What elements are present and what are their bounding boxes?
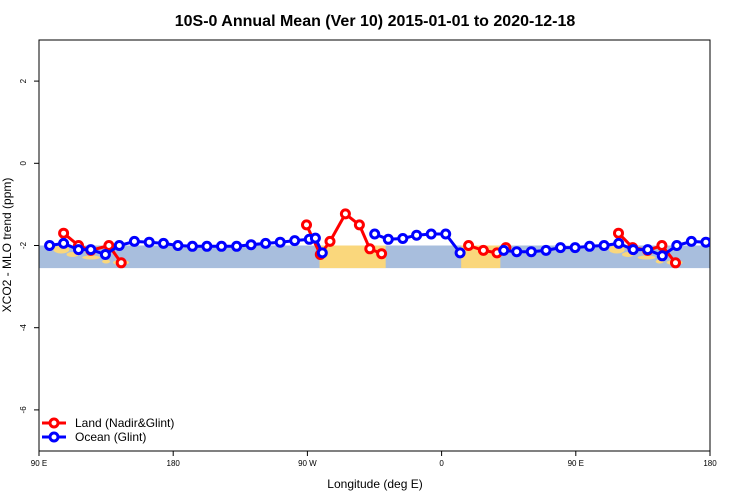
data-point: [613, 237, 625, 249]
data-point: [613, 227, 624, 239]
x-tick-label: 180: [703, 459, 717, 468]
data-point: [656, 240, 668, 251]
data-point: [364, 243, 376, 255]
data-point: [324, 235, 336, 247]
island-shape: [102, 259, 111, 264]
x-tick-label: 180: [167, 459, 181, 468]
data-point: [425, 228, 437, 240]
data-point: [103, 240, 115, 251]
series-line: [503, 239, 710, 258]
data-point: [569, 242, 581, 254]
data-point: [716, 239, 724, 247]
data-point: [231, 240, 243, 252]
data-point: [440, 228, 452, 240]
y-tick-label: -4: [19, 324, 28, 332]
legend-entry-land: Land (Nadir&Glint): [42, 416, 174, 430]
data-point: [670, 257, 681, 269]
data-point: [498, 244, 510, 256]
legend-ocean-marker: [48, 431, 60, 443]
data-point: [260, 237, 272, 249]
island-shape: [82, 255, 101, 260]
data-point: [245, 239, 257, 251]
x-tick-label: 90 W: [298, 459, 317, 468]
data-point: [158, 237, 169, 249]
data-point: [339, 208, 351, 220]
data-point: [555, 242, 566, 254]
data-point: [44, 240, 56, 251]
data-point: [584, 240, 596, 252]
data-point: [143, 236, 155, 248]
data-point: [656, 250, 668, 262]
data-point: [353, 219, 365, 231]
data-point: [58, 227, 70, 239]
data-point: [289, 235, 301, 247]
data-point: [113, 240, 125, 251]
y-axis: 2 0 -2 -4 -6: [19, 78, 39, 413]
legend-ocean-label: Ocean (Glint): [75, 430, 146, 444]
legend-land-label: Land (Nadir&Glint): [75, 416, 174, 430]
data-point: [397, 233, 409, 244]
data-point: [598, 240, 610, 251]
data-point: [454, 247, 466, 259]
data-point: [172, 240, 184, 251]
data-point: [99, 249, 111, 260]
series-ocean: [44, 228, 724, 262]
data-point: [642, 244, 654, 256]
data-point: [309, 232, 321, 244]
x-tick-label: 90 E: [568, 459, 584, 468]
data-point: [511, 246, 523, 258]
y-tick-label: 2: [19, 78, 28, 83]
data-point: [411, 229, 423, 241]
data-point: [301, 219, 312, 231]
legend-land-marker: [48, 417, 60, 429]
data-point: [316, 247, 328, 259]
land-region: [319, 245, 386, 269]
chart-title: 10S-0 Annual Mean (Ver 10) 2015-01-01 to…: [175, 13, 576, 30]
data-point: [685, 235, 697, 247]
x-tick-label: 90 E: [31, 459, 47, 468]
data-point: [58, 237, 70, 249]
y-axis-label: XCO2 - MLO trend (ppm): [0, 178, 14, 313]
legend: Land (Nadir&Glint) Ocean (Glint): [42, 416, 174, 444]
y-tick-label: -2: [19, 241, 28, 249]
data-point: [382, 233, 394, 245]
data-point: [201, 240, 213, 252]
x-axis-label: Longitude (deg E): [327, 477, 422, 491]
data-point: [477, 244, 489, 256]
data-point: [525, 246, 537, 258]
y-tick-label: -6: [19, 406, 28, 414]
x-axis: 90 E 180 90 W 0 90 E 180: [31, 451, 717, 468]
data-point: [627, 244, 639, 256]
data-point: [700, 236, 710, 248]
data-point: [540, 244, 552, 256]
data-point: [463, 240, 475, 251]
data-point: [186, 240, 198, 252]
y-tick-label: 0: [19, 161, 28, 166]
island-shape: [637, 255, 656, 260]
data-point: [128, 235, 140, 247]
data-point: [671, 240, 683, 251]
data-point: [369, 228, 381, 240]
data-point: [115, 257, 127, 269]
data-point: [73, 244, 84, 256]
data-point: [216, 240, 227, 252]
series-layer: [44, 208, 724, 269]
data-point: [376, 248, 388, 260]
data-point: [85, 244, 97, 256]
legend-entry-ocean: Ocean (Glint): [42, 430, 146, 444]
x-tick-label: 0: [439, 459, 444, 468]
data-point: [274, 236, 286, 248]
